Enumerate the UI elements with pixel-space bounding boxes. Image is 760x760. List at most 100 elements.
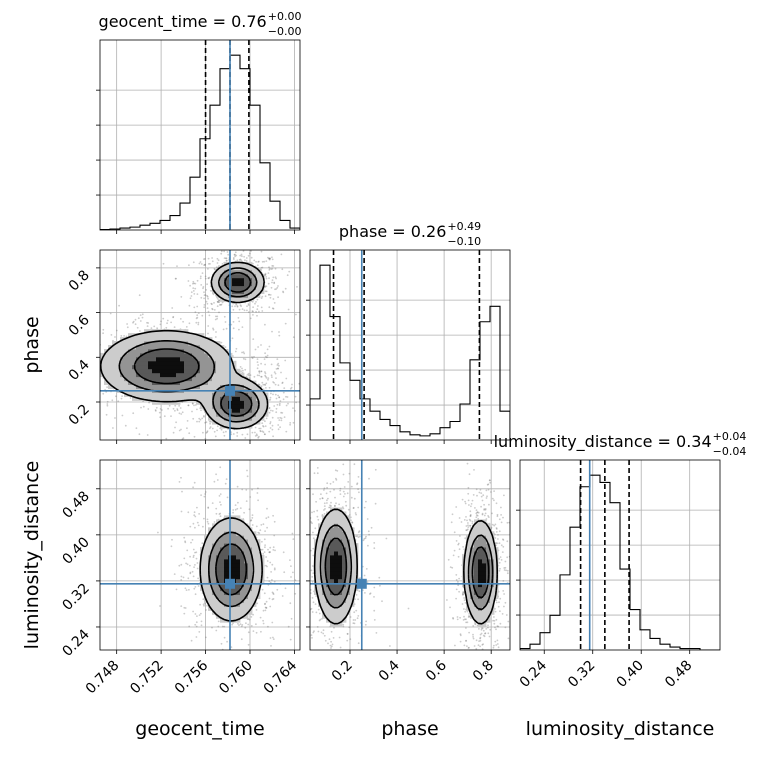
density-cell <box>256 555 261 560</box>
density-cell <box>208 396 213 401</box>
density-cell <box>220 380 225 385</box>
sample-point <box>180 563 183 566</box>
density-cell <box>212 566 217 572</box>
sample-point <box>238 328 240 331</box>
sample-point <box>258 532 261 535</box>
density-cell <box>232 574 237 580</box>
sample-point <box>497 538 499 540</box>
sample-point <box>187 404 190 407</box>
sample-point <box>117 400 120 403</box>
sample-point <box>296 286 298 288</box>
density-cell <box>220 297 225 302</box>
density-cell <box>148 352 153 358</box>
density-cell <box>208 559 213 564</box>
density-cell <box>232 273 237 279</box>
sample-point <box>265 517 268 520</box>
density-cell <box>252 265 257 271</box>
sample-point <box>272 276 275 279</box>
density-cell <box>200 574 205 580</box>
sample-point <box>190 291 193 294</box>
density-cell <box>152 356 157 362</box>
density-cell <box>248 289 253 294</box>
density-cell <box>248 555 253 560</box>
sample-point <box>204 493 207 495</box>
sample-point <box>241 308 244 310</box>
sample-point <box>268 267 271 270</box>
sample-point <box>232 433 235 435</box>
density-cell <box>132 368 137 374</box>
sample-point <box>487 632 490 635</box>
density-cell <box>132 384 137 389</box>
density-cell <box>120 352 125 358</box>
sample-point <box>213 430 216 433</box>
density-cell <box>184 364 189 370</box>
sample-point <box>287 402 289 405</box>
sample-point <box>277 384 280 387</box>
density-cell <box>256 570 261 576</box>
density-cell <box>248 543 253 548</box>
sample-point <box>381 600 383 603</box>
sample-point <box>198 614 201 616</box>
density-cell <box>248 384 253 389</box>
sample-point <box>283 387 286 389</box>
sample-point <box>211 257 214 259</box>
density-cell <box>144 352 149 358</box>
sample-point <box>284 359 287 362</box>
sample-point <box>203 415 205 417</box>
sample-point <box>243 255 246 258</box>
sample-point <box>240 370 243 373</box>
density-cell <box>220 543 225 548</box>
sample-point <box>209 289 212 292</box>
sample-point <box>323 505 326 507</box>
sample-point <box>330 505 332 507</box>
density-cell <box>232 590 237 595</box>
sample-point <box>264 363 266 366</box>
sample-point <box>211 427 214 430</box>
density-cell <box>196 337 201 342</box>
sample-point <box>271 330 273 333</box>
sample-point <box>292 421 295 424</box>
density-cell <box>244 543 249 548</box>
sample-point <box>465 516 467 518</box>
sample-point <box>487 488 490 491</box>
sample-point <box>260 269 263 271</box>
density-cell <box>200 404 205 409</box>
sample-point <box>200 296 203 299</box>
density-cell <box>220 285 225 290</box>
sample-point <box>134 323 137 326</box>
sample-point <box>271 416 274 419</box>
density-cell <box>156 384 161 389</box>
sample-point <box>240 305 243 308</box>
density-cell <box>212 400 217 405</box>
sample-point <box>139 320 142 322</box>
density-cell <box>236 578 241 584</box>
density-cell <box>132 360 137 366</box>
sample-point <box>199 418 202 421</box>
density-cell <box>236 519 241 524</box>
density-cell <box>236 543 241 548</box>
density-cell <box>216 345 221 350</box>
sample-point <box>285 395 287 398</box>
density-cell <box>260 555 265 560</box>
sample-point <box>225 327 228 330</box>
density-cell <box>208 598 213 603</box>
density-cell <box>260 285 265 290</box>
sample-point <box>271 281 273 284</box>
sample-point <box>468 613 470 615</box>
sample-point <box>458 548 461 551</box>
sample-point <box>159 605 161 607</box>
sample-point <box>202 603 205 606</box>
sample-point <box>252 306 255 309</box>
sample-point <box>472 637 475 640</box>
sample-point <box>105 413 108 416</box>
sample-point <box>197 585 200 587</box>
density-cell <box>180 384 185 389</box>
sample-point <box>126 326 129 329</box>
sample-point <box>373 547 376 550</box>
density-cell <box>220 277 225 283</box>
sample-point <box>265 387 267 389</box>
sample-point <box>226 251 229 253</box>
sample-point <box>247 303 250 305</box>
sample-point <box>213 268 216 271</box>
sample-point <box>245 622 247 625</box>
